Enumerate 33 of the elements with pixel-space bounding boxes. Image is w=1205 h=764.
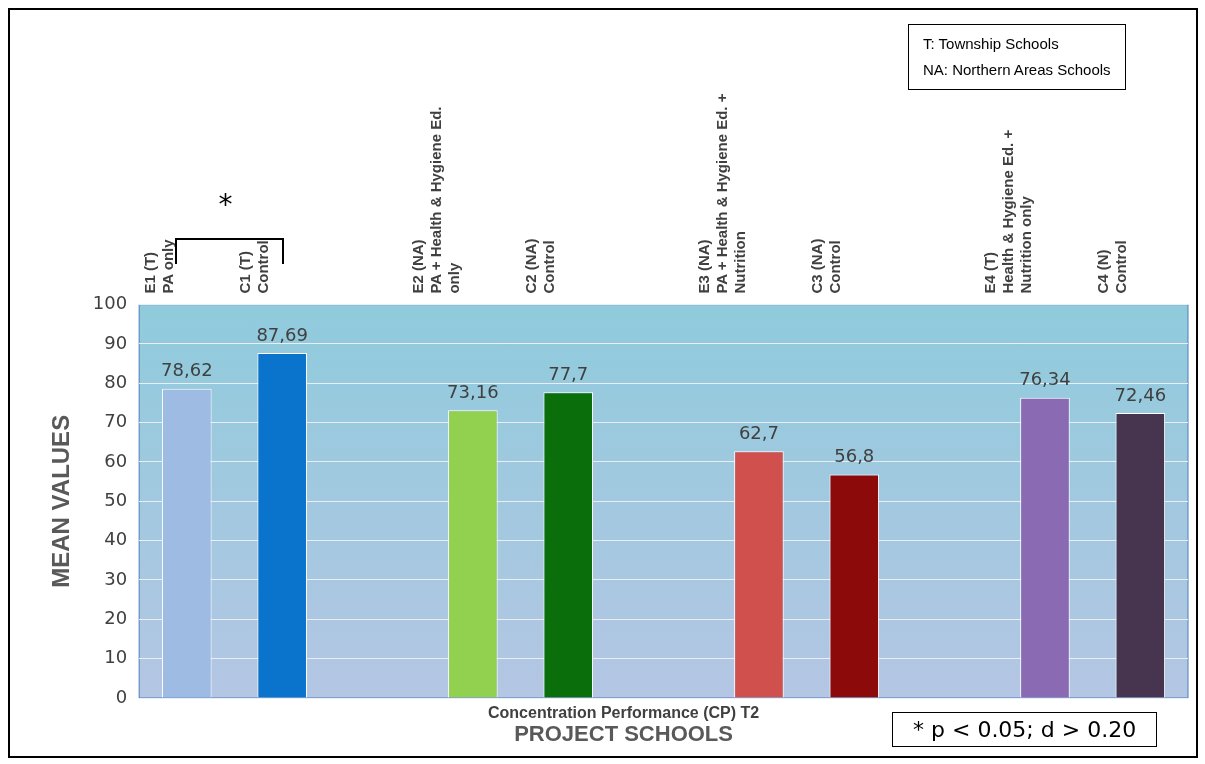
y-tick-label: 60	[104, 449, 128, 471]
x-axis-title: PROJECT SCHOOLS	[514, 721, 733, 747]
text: * p < 0.05; d > 0.20	[892, 712, 1158, 747]
y-tick-label: 70	[104, 410, 128, 432]
x-tick-label: C4 (N) Control	[1094, 240, 1130, 294]
y-tick-label: 10	[104, 646, 128, 668]
y-tick-label: 20	[104, 606, 128, 628]
y-tick-label: 50	[104, 488, 128, 510]
data-label: 72,46	[1114, 383, 1167, 405]
x-tick-label: E3 (NA) PA + Health & Hygiene Ed. + Nutrition	[695, 93, 749, 294]
x-tick-label: E4 (T) Health & Hygiene Ed. + Nutrition only	[981, 129, 1035, 294]
data-label: 87,69	[256, 323, 308, 345]
y-tick-label: 100	[92, 292, 128, 314]
y-tick-label: 80	[104, 370, 128, 392]
x-tick-label: C2 (NA) Control	[522, 238, 558, 294]
x-tick-label: E1 (T) PA only	[140, 238, 176, 294]
x-tick-label: C1 (T) Control	[236, 240, 272, 294]
data-label: 56,8	[834, 445, 875, 467]
y-axis-title: MEAN VALUES	[47, 414, 75, 588]
text: *	[218, 188, 233, 221]
x-tick-label: C3 (NA) Control	[808, 238, 844, 294]
y-tick-label: 40	[104, 528, 128, 550]
y-tick-label: 0	[115, 685, 128, 707]
text: T: Township Schools NA: Northern Areas Schools	[908, 24, 1126, 90]
data-label: 78,62	[161, 359, 213, 381]
text: Concentration Performance (CP) T2	[488, 704, 760, 722]
x-tick-label: E2 (NA) PA + Health & Hygiene Ed. only	[409, 106, 463, 294]
data-label: 62,7	[738, 422, 779, 444]
data-label: 73,16	[447, 380, 499, 402]
y-tick-label: 90	[104, 331, 128, 353]
data-label: 77,7	[548, 363, 589, 385]
y-tick-label: 30	[104, 567, 128, 589]
data-label: 76,34	[1019, 368, 1071, 390]
